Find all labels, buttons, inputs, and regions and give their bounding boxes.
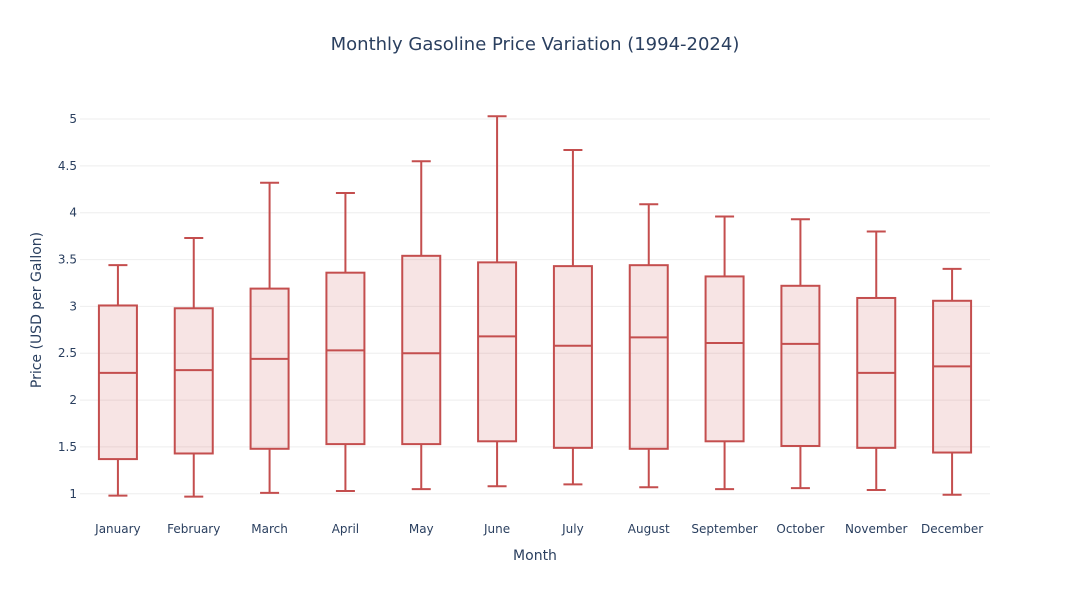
box-march (249, 181, 290, 494)
boxes (97, 115, 973, 498)
x-tick-label: August (628, 522, 670, 536)
iqr-box (628, 264, 669, 450)
x-tick-label: April (332, 522, 359, 536)
iqr-box (932, 299, 973, 454)
x-tick-label: October (776, 522, 824, 536)
y-tick-label: 2 (69, 393, 77, 407)
box-december (932, 267, 973, 496)
y-tick-label: 5 (69, 112, 77, 126)
x-tick-label: December (921, 522, 983, 536)
iqr-box (780, 284, 821, 447)
gridlines (80, 118, 990, 495)
iqr-box (97, 304, 138, 461)
x-tick-label: June (483, 522, 510, 536)
x-tick-label: May (409, 522, 434, 536)
x-tick-label: July (561, 522, 584, 536)
y-tick-label: 3 (69, 299, 77, 313)
iqr-box (249, 287, 290, 450)
box-september (704, 215, 745, 491)
box-august (628, 203, 669, 489)
iqr-box (173, 307, 214, 455)
x-axis-title: Month (513, 548, 557, 564)
x-tick-label: January (94, 522, 141, 536)
y-axis-ticks: 1 1.5 2 2.5 3 3.5 4 4.5 5 (58, 112, 77, 501)
chart-title: Monthly Gasoline Price Variation (1994-2… (331, 34, 740, 55)
box-july (552, 148, 593, 486)
box-october (780, 218, 821, 490)
box-may (401, 160, 442, 491)
y-axis-title: Price (USD per Gallon) (29, 232, 45, 388)
box-june (477, 115, 518, 488)
box-november (856, 230, 897, 492)
x-tick-label: February (167, 522, 220, 536)
y-tick-label: 1.5 (58, 440, 77, 454)
iqr-box (477, 261, 518, 443)
y-tick-label: 4.5 (58, 159, 77, 173)
iqr-box (401, 254, 442, 446)
x-tick-label: September (691, 522, 757, 536)
iqr-box (325, 271, 366, 446)
box-january (97, 264, 138, 497)
y-tick-label: 3.5 (58, 253, 77, 267)
box-april (325, 192, 366, 492)
x-tick-label: March (251, 522, 288, 536)
x-axis-ticks: January February March April May June July Augu… (94, 522, 983, 536)
iqr-box (704, 275, 745, 443)
y-tick-label: 4 (69, 206, 77, 220)
box-february (173, 237, 214, 498)
y-tick-label: 2.5 (58, 346, 77, 360)
y-tick-label: 1 (69, 487, 77, 501)
x-tick-label: November (845, 522, 907, 536)
iqr-box (552, 265, 593, 449)
